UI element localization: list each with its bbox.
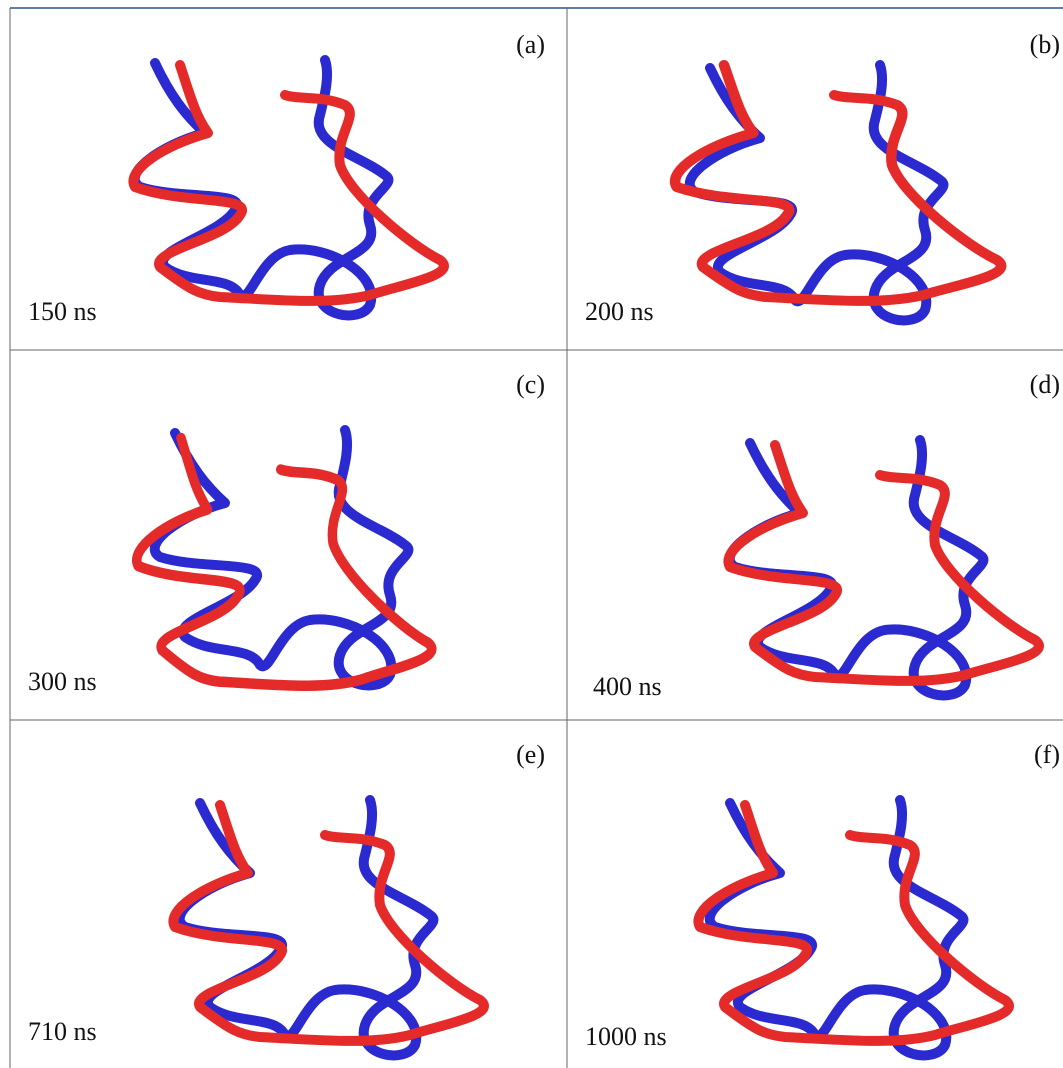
- time-label: 1000 ns: [585, 1022, 667, 1051]
- panel-label: (f): [1034, 740, 1060, 769]
- time-label: 150 ns: [28, 297, 97, 326]
- panel: (e) 710 ns: [28, 740, 545, 1055]
- panel: (c) 300 ns: [28, 370, 545, 696]
- panel-label: (b): [1030, 30, 1060, 59]
- panel: (a) 150 ns: [28, 30, 545, 326]
- time-label: 400 ns: [593, 672, 662, 701]
- panel-label: (d): [1030, 370, 1060, 399]
- time-label: 710 ns: [28, 1017, 97, 1046]
- time-label: 300 ns: [28, 667, 97, 696]
- panel-label: (e): [516, 740, 545, 769]
- panel-label: (a): [516, 30, 545, 59]
- structure-blue: [710, 800, 964, 1055]
- panel: (b) 200 ns: [585, 30, 1060, 326]
- panel-label: (c): [516, 370, 545, 399]
- panel: (f) 1000 ns: [585, 740, 1060, 1055]
- time-label: 200 ns: [585, 297, 654, 326]
- panel: (d) 400 ns: [593, 370, 1060, 701]
